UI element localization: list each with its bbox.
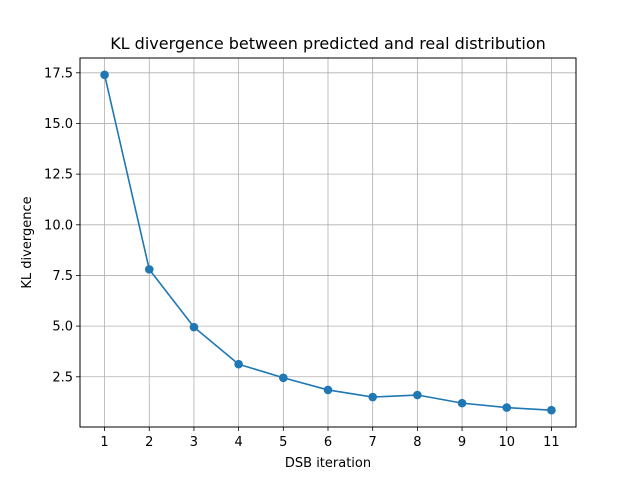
- x-tick-label: 7: [369, 435, 377, 450]
- x-tick-label: 9: [458, 435, 466, 450]
- grid: [80, 58, 576, 427]
- data-point: [144, 265, 154, 274]
- data-point: [323, 385, 333, 395]
- data-point: [547, 405, 556, 415]
- x-tick-label: 6: [324, 435, 332, 450]
- series-layer: [100, 70, 556, 415]
- data-point: [368, 392, 377, 402]
- x-tick-label: 3: [190, 435, 198, 450]
- data-point: [457, 398, 467, 408]
- y-axis-title: KL divergence: [20, 196, 35, 288]
- axis-ticks: 1 2 3 4 5 6 7 8 9 10 11 2.5 5.0 7.5 10.0 12.5 15.0 17.5: [44, 66, 560, 450]
- y-tick-label: 7.5: [52, 269, 73, 284]
- x-tick-label: 1: [100, 435, 108, 450]
- x-tick-label: 4: [234, 435, 242, 450]
- x-tick-label: 5: [279, 435, 287, 450]
- y-tick-label: 15.0: [44, 117, 73, 132]
- x-tick-label: 10: [498, 435, 515, 450]
- data-point: [234, 359, 243, 369]
- data-point: [502, 403, 512, 412]
- data-point: [413, 390, 422, 400]
- y-tick-label: 12.5: [44, 168, 73, 183]
- x-tick-label: 11: [543, 435, 560, 450]
- y-tick-label: 2.5: [52, 370, 73, 385]
- data-point: [189, 322, 199, 332]
- y-tick-label: 17.5: [44, 66, 73, 81]
- x-tick-label: 2: [145, 435, 153, 450]
- y-tick-label: 10.0: [44, 218, 73, 233]
- y-tick-label: 5.0: [52, 320, 73, 335]
- data-point: [100, 70, 109, 80]
- x-axis-title: DSB iteration: [285, 456, 371, 471]
- data-point: [279, 373, 288, 383]
- x-tick-label: 8: [413, 435, 421, 450]
- chart-title: KL divergence between predicted and real…: [110, 34, 546, 53]
